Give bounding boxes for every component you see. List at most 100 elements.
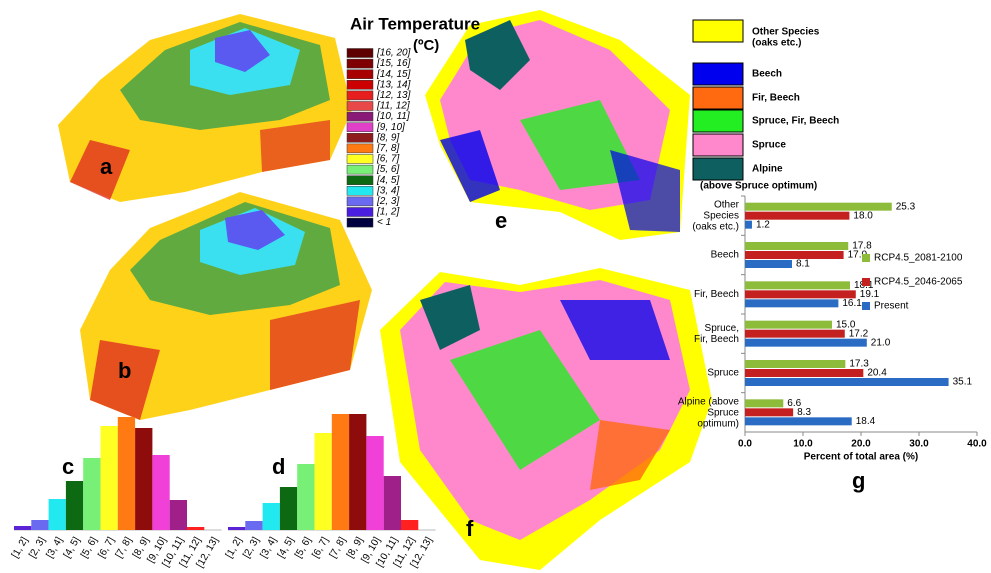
value-label: 16.1	[842, 298, 862, 309]
legend-swatch	[347, 155, 373, 164]
legend-swatch	[347, 208, 373, 217]
panel-label: c	[62, 454, 74, 479]
legend-label: [13, 14]	[376, 79, 411, 90]
x-axis-label: Percent of total area (%)	[804, 452, 918, 463]
legend-swatch	[347, 186, 373, 195]
legend-swatch	[347, 176, 373, 185]
legend-swatch	[693, 87, 743, 109]
legend-label: Spruce	[752, 140, 786, 151]
x-tick-label: [6, 7]	[310, 535, 331, 560]
legend-swatch	[347, 218, 373, 227]
map-e	[425, 10, 690, 240]
legend-swatch	[347, 165, 373, 174]
legend-label: [9, 10]	[376, 122, 405, 133]
bar	[745, 378, 949, 386]
bar	[745, 221, 752, 229]
legend-label: [8, 9]	[376, 132, 399, 143]
x-tick-label: 10.0	[793, 439, 813, 450]
bar	[280, 487, 297, 530]
legend-swatch	[693, 110, 743, 132]
value-label: 21.0	[871, 337, 891, 348]
bar	[245, 521, 262, 530]
legend-swatch	[347, 112, 373, 121]
bar	[745, 360, 845, 368]
legend-title: Air Temperature	[350, 14, 480, 33]
legend-label: [16, 20]	[376, 48, 411, 59]
x-tick-label: 20.0	[851, 439, 871, 450]
legend-label: [4, 5]	[376, 175, 399, 186]
bar	[745, 251, 844, 259]
value-label: 18.4	[856, 416, 876, 427]
legend-label: [15, 16]	[376, 58, 411, 69]
legend-label: Fir, Beech	[752, 93, 800, 104]
x-tick-label: [4, 5]	[276, 535, 297, 560]
legend-swatch	[347, 49, 373, 58]
legend-label: [3, 4]	[376, 185, 399, 196]
panel-label: b	[118, 358, 131, 383]
legend-label: RCP4.5_2046-2065	[874, 277, 963, 288]
figure: a b e f Air Temperature (ºC) (above Spru…	[0, 0, 991, 573]
panel-label: f	[466, 516, 474, 541]
panel-label: g	[852, 468, 865, 493]
legend-label: < 1	[377, 217, 391, 228]
x-tick-label: [2, 3]	[27, 535, 48, 560]
bar	[332, 414, 349, 530]
legend-label: [1, 2]	[376, 207, 399, 218]
legend-swatch	[347, 123, 373, 132]
bar	[384, 476, 401, 530]
bar	[170, 500, 187, 530]
value-label: 35.1	[953, 377, 973, 388]
bar	[745, 290, 856, 298]
x-tick-label: [3, 4]	[44, 535, 65, 560]
panel-label: a	[100, 154, 113, 179]
bar	[187, 527, 204, 530]
bar	[349, 414, 366, 530]
bar	[745, 330, 845, 338]
legend-label: Alpine	[752, 164, 783, 175]
bar	[315, 433, 332, 530]
x-tick-label: [6, 7]	[96, 535, 117, 560]
legend-label: [10, 11]	[376, 111, 410, 122]
x-tick-label: [1, 2]	[224, 535, 245, 560]
legend-swatch	[693, 134, 743, 156]
bar	[745, 369, 863, 377]
legend-swatch	[693, 20, 743, 42]
bar	[263, 503, 280, 530]
x-tick-label: 30.0	[909, 439, 929, 450]
bar	[745, 417, 852, 425]
x-tick-label: [7, 8]	[328, 535, 349, 560]
bar	[745, 242, 848, 250]
x-tick-label: [4, 5]	[62, 535, 83, 560]
bar	[745, 299, 838, 307]
bar	[401, 520, 418, 530]
bar	[135, 428, 152, 530]
bar	[366, 436, 383, 530]
x-tick-label: [5, 6]	[79, 535, 100, 560]
value-label: 8.3	[797, 407, 811, 418]
map-b	[80, 192, 372, 420]
legend-swatch	[347, 102, 373, 111]
x-tick-label: [2, 3]	[241, 535, 262, 560]
legend-label: [11, 12]	[376, 101, 410, 112]
value-label: 1.2	[756, 219, 770, 230]
bar	[745, 321, 832, 329]
bar	[745, 260, 792, 268]
legend-label: [7, 8]	[376, 143, 399, 154]
legend-unit: (ºC)	[413, 37, 439, 54]
legend-label: [12, 13]	[376, 90, 411, 101]
legend-swatch	[693, 63, 743, 85]
legend-swatch	[347, 80, 373, 89]
bar	[101, 426, 118, 530]
bar	[297, 464, 314, 530]
legend-swatch	[347, 144, 373, 153]
value-label: 8.1	[796, 259, 810, 270]
legend-label: Present	[874, 301, 909, 312]
legend-label: Beech	[752, 69, 782, 80]
legend-swatch	[347, 91, 373, 100]
value-label: 17.2	[849, 328, 869, 339]
legend-label: Spruce, Fir, Beech	[752, 116, 839, 127]
bar	[31, 520, 48, 530]
legend-label: RCP4.5_2081-2100	[874, 253, 963, 264]
legend-label: Other Species(oaks etc.)	[752, 26, 820, 48]
y-tick-label: Spruce	[707, 368, 739, 379]
